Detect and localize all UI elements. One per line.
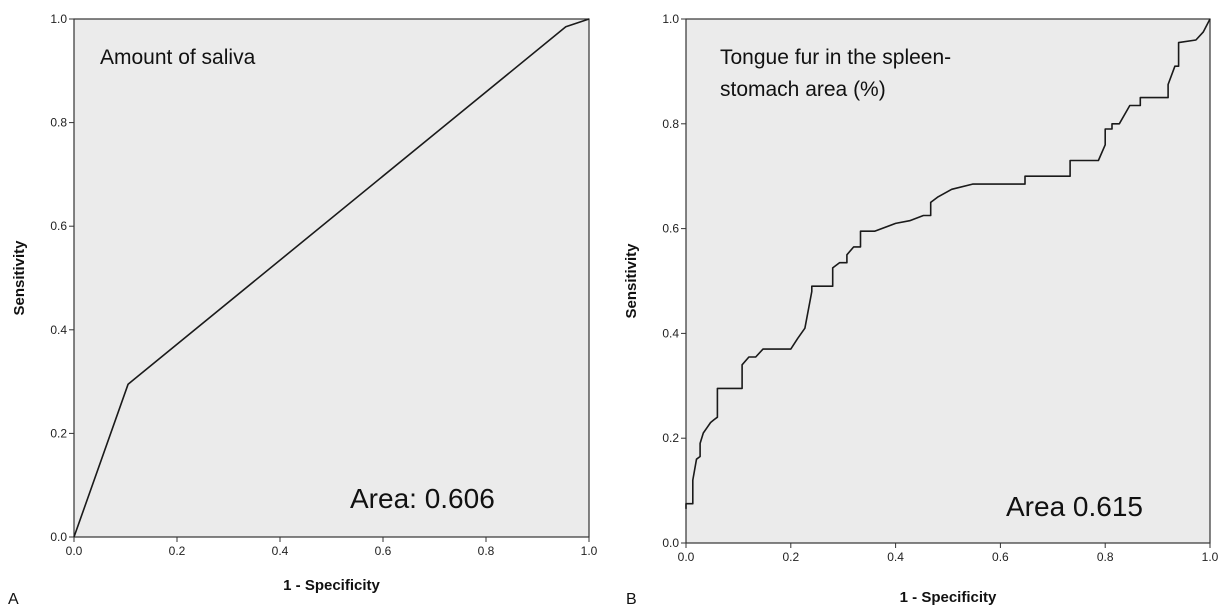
panel-letter: A [8,591,19,608]
y-tick-label: 0.6 [662,222,679,236]
x-tick-label: 0.0 [66,544,83,558]
x-tick-label: 0.4 [887,550,904,564]
x-tick-label: 0.8 [1097,550,1114,564]
x-tick-label: 0.0 [678,550,695,564]
y-tick-label: 0.8 [50,116,67,130]
y-tick-label: 0.4 [662,326,679,340]
panel-letter: B [626,591,637,608]
x-axis-title: 1 - Specificity [900,589,997,606]
panel-title-line: Tongue fur in the spleen- [720,46,951,69]
auc-annotation: Area: 0.606 [350,483,495,514]
y-tick-label: 1.0 [50,12,67,26]
y-tick-label: 0.0 [50,530,67,544]
y-tick-label: 1.0 [662,12,679,26]
y-tick-label: 0.4 [50,323,67,337]
y-tick-label: 0.8 [662,117,679,131]
y-tick-label: 0.2 [50,426,67,440]
auc-annotation: Area 0.615 [1006,491,1143,522]
x-tick-label: 0.6 [375,544,392,558]
x-tick-label: 0.8 [478,544,495,558]
x-tick-label: 0.4 [272,544,289,558]
y-tick-label: 0.0 [662,536,679,550]
x-tick-label: 0.2 [169,544,186,558]
panel-b-tongue-fur: 0.0 0.2 0.4 0.6 0.8 1.0 0.0 0.2 0.4 0.6 0.8 1.0 1 - … [623,12,1219,608]
plot-area [74,19,589,537]
x-tick-label: 0.6 [992,550,1009,564]
y-axis-title: Sensitivity [623,243,640,319]
panel-title-line: stomach area (%) [720,78,886,101]
x-tick-label: 1.0 [1202,550,1219,564]
y-tick-label: 0.6 [50,219,67,233]
panel-a-amount-of-saliva: 0.0 0.2 0.4 0.6 0.8 1.0 0.0 0.2 0.4 0.6 0.8 1.0 1 - … [8,12,598,608]
y-tick-label: 0.2 [662,431,679,445]
x-axis-title: 1 - Specificity [283,577,380,594]
panel-title-line: Amount of saliva [100,46,256,69]
x-tick-label: 0.2 [782,550,799,564]
y-axis-title: Sensitivity [11,240,28,316]
x-tick-label: 1.0 [581,544,598,558]
